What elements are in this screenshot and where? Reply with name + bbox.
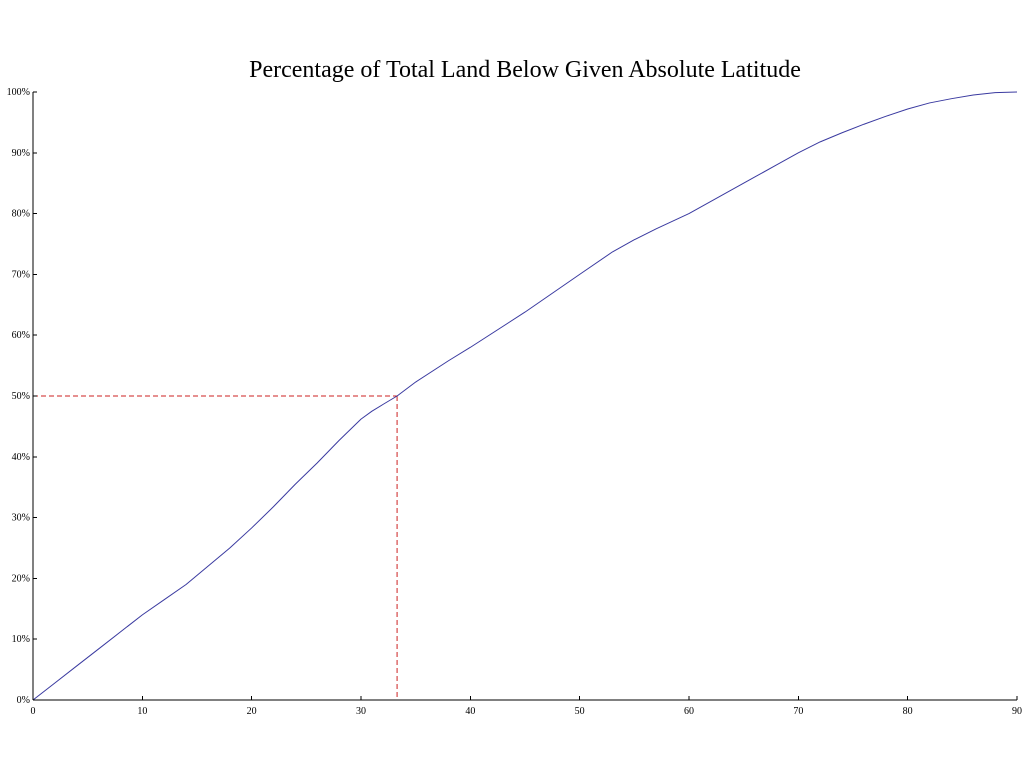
reference-lines [33, 395, 398, 700]
chart-title: Percentage of Total Land Below Given Abs… [249, 57, 801, 83]
x-tick-label: 90 [1012, 706, 1022, 717]
x-tick-label: 0 [31, 706, 36, 717]
y-tick-label: 0% [17, 695, 30, 706]
x-tick-label: 80 [903, 706, 913, 717]
y-tick-label: 80% [12, 209, 30, 220]
x-tick-label: 60 [684, 706, 694, 717]
y-tick-label: 40% [12, 452, 30, 463]
y-tick-label: 100% [7, 87, 30, 98]
y-tick-label: 50% [12, 391, 30, 402]
y-axis-ticks: 0% 10% 20% 30% 40% 50% 60% 70% 80% 90% 100% [7, 87, 37, 706]
x-tick-label: 10 [137, 706, 147, 717]
x-tick-label: 30 [356, 706, 366, 717]
x-axis-ticks: 0 10 20 30 40 50 60 70 80 90 [31, 696, 1022, 717]
y-tick-label: 20% [12, 573, 30, 584]
x-tick-label: 70 [793, 706, 803, 717]
y-tick-label: 90% [12, 148, 30, 159]
series-line [32, 91, 1018, 701]
y-tick-label: 70% [12, 269, 30, 280]
x-tick-label: 20 [247, 706, 257, 717]
x-tick-label: 40 [465, 706, 475, 717]
y-tick-label: 10% [12, 634, 30, 645]
y-tick-label: 60% [12, 330, 30, 341]
y-tick-label: 30% [12, 513, 30, 524]
x-tick-label: 50 [575, 706, 585, 717]
series-layer [32, 91, 1018, 701]
